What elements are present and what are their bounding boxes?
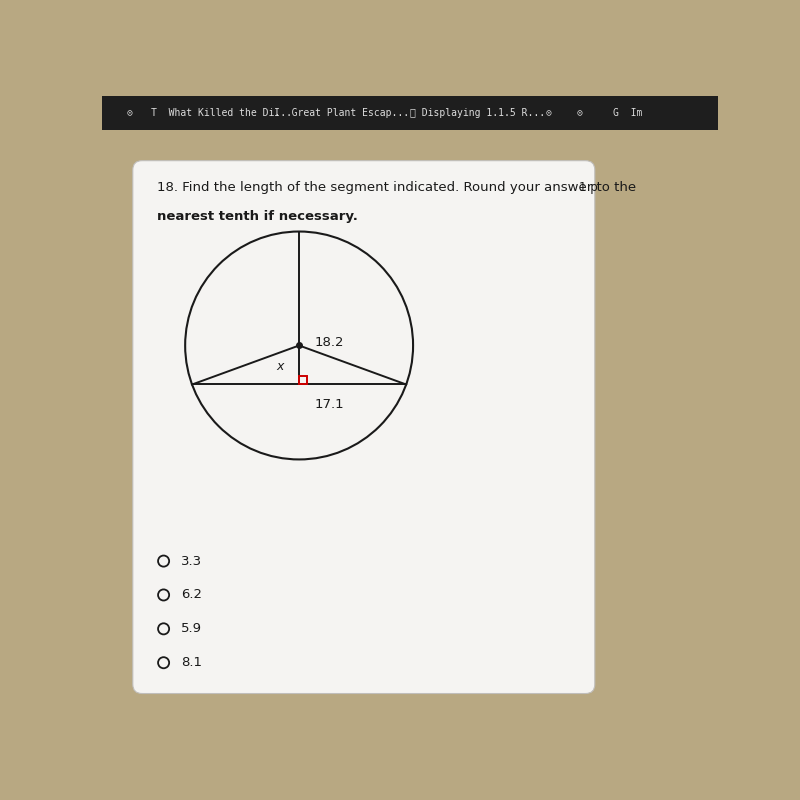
Text: 18. Find the length of the segment indicated. Round your answer to the: 18. Find the length of the segment indic… (158, 181, 637, 194)
Text: 1 p: 1 p (579, 181, 598, 194)
FancyBboxPatch shape (133, 161, 594, 694)
Text: nearest tenth if necessary.: nearest tenth if necessary. (158, 210, 358, 223)
Text: T  What Killed the Di...: T What Killed the Di... (151, 108, 292, 118)
Text: 🔄 Displaying 1.1.5 R...: 🔄 Displaying 1.1.5 R... (410, 108, 545, 118)
Text: 18.2: 18.2 (314, 336, 344, 349)
Text: 5.9: 5.9 (181, 622, 202, 635)
Text: 3.3: 3.3 (181, 554, 202, 567)
Text: 8.1: 8.1 (181, 656, 202, 670)
Text: x: x (276, 361, 284, 374)
Bar (299, 377, 307, 385)
Text: 17.1: 17.1 (314, 398, 344, 411)
Text: I  Great Plant Escap...: I Great Plant Escap... (274, 108, 410, 118)
Text: G  Im: G Im (614, 108, 642, 118)
Bar (102, 96, 718, 130)
Text: 6.2: 6.2 (181, 589, 202, 602)
Text: ⊙: ⊙ (546, 108, 551, 118)
Text: ⊙: ⊙ (126, 108, 133, 118)
Text: ⊙: ⊙ (576, 108, 582, 118)
